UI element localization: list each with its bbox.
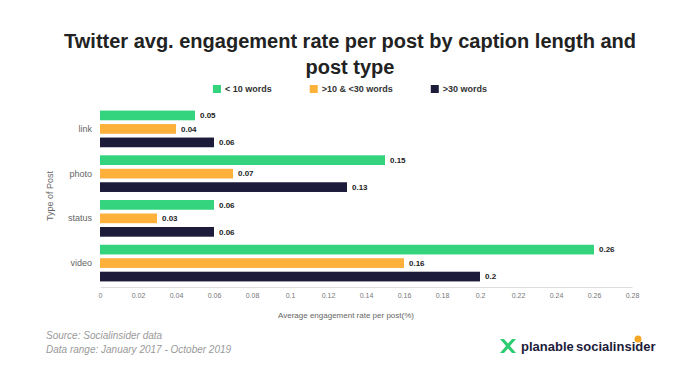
x-tick-label: 0.04: [170, 292, 184, 299]
x-tick: 0.14: [360, 287, 374, 299]
legend: < 10 words >10 & <30 words >30 words: [213, 84, 487, 94]
x-tick: 0.22: [512, 287, 526, 299]
y-tick: status: [68, 213, 93, 223]
x-tick: 0.24: [550, 287, 564, 299]
x-tick-label: 0.22: [512, 292, 526, 299]
data-label: 0.07: [238, 169, 254, 178]
y-tick-label: link: [78, 124, 92, 134]
planable-logo: planable: [500, 339, 574, 354]
data-label: 0.04: [181, 125, 197, 134]
legend-item: < 10 words: [213, 84, 272, 94]
x-tick-label: 0.12: [322, 292, 336, 299]
bars: [100, 111, 594, 282]
socialinsider-icon: [635, 336, 642, 343]
y-tick-label: status: [68, 213, 93, 223]
bar: [100, 182, 347, 192]
data-label: 0.03: [162, 214, 178, 223]
legend-item: >10 & <30 words: [310, 84, 393, 94]
data-label: 0.13: [352, 183, 368, 192]
x-tick-label: 0.08: [246, 292, 260, 299]
legend-item: >30 words: [431, 84, 487, 94]
x-tick: 0.2: [476, 287, 486, 299]
x-axis-line: [101, 287, 633, 288]
data-label: 0.06: [219, 201, 235, 210]
x-tick-label: 0.28: [626, 292, 640, 299]
x-tick: 0.12: [322, 287, 336, 299]
chart: Twitter avg. engagement rate per post by…: [0, 0, 700, 382]
legend-label: >10 & <30 words: [322, 84, 393, 94]
title-line: Twitter avg. engagement rate per post by…: [64, 30, 636, 52]
y-axis-title: Type of Post: [45, 170, 55, 221]
socialinsider-text: socialinsider: [576, 339, 655, 354]
x-tick: 0.04: [170, 287, 184, 299]
bar: [100, 227, 214, 237]
data-label: 0.15: [390, 156, 406, 165]
data-range-note: Data range: January 2017 - October 2019: [46, 344, 232, 355]
x-axis-title: Average engagement rate per post(%): [278, 311, 414, 320]
title-line: post type: [306, 56, 395, 78]
x-tick: 0.08: [246, 287, 260, 299]
bar: [100, 124, 176, 134]
data-labels: 0.05 0.15 0.06 0.26 0.04 0.07 0.03 0.16 0.06 0.13…: [162, 111, 615, 281]
planable-icon: [500, 339, 516, 353]
legend-swatch: [310, 85, 318, 93]
y-tick: video: [70, 258, 92, 268]
x-tick-label: 0.02: [132, 292, 146, 299]
socialinsider-logo: socialinsider: [576, 336, 655, 355]
x-tick-label: 0.16: [398, 292, 412, 299]
data-label: 0.06: [219, 138, 235, 147]
x-tick: 0.06: [208, 287, 222, 299]
x-tick: 0.16: [398, 287, 412, 299]
bar: [100, 200, 214, 210]
legend-label: >30 words: [443, 84, 487, 94]
y-tick-label: photo: [69, 169, 92, 179]
legend-swatch: [431, 85, 439, 93]
x-tick-label: 0.14: [360, 292, 374, 299]
y-tick: photo: [69, 169, 92, 179]
data-label: 0.16: [409, 259, 425, 268]
x-tick-label: 0.18: [436, 292, 450, 299]
bar: [100, 272, 480, 282]
y-axis: link photo status video: [68, 124, 93, 268]
x-tick-label: 0: [99, 292, 103, 299]
x-tick: 0.18: [436, 287, 450, 299]
data-label: 0.06: [219, 228, 235, 237]
x-tick: 0.1: [286, 287, 296, 299]
legend-label: < 10 words: [225, 84, 272, 94]
bar: [100, 214, 157, 224]
x-tick: 0.28: [626, 287, 640, 299]
x-tick-label: 0.1: [286, 292, 296, 299]
x-tick-label: 0.06: [208, 292, 222, 299]
bar: [100, 138, 214, 148]
data-label: 0.05: [200, 111, 216, 120]
title: Twitter avg. engagement rate per post by…: [64, 30, 636, 78]
data-label: 0.26: [599, 245, 615, 254]
x-tick-label: 0.24: [550, 292, 564, 299]
bar: [100, 155, 385, 165]
source-note: Source: Socialinsider data: [46, 330, 163, 341]
bar: [100, 258, 404, 268]
x-tick-label: 0.26: [588, 292, 602, 299]
data-label: 0.2: [485, 272, 497, 281]
x-tick-label: 0.2: [476, 292, 486, 299]
bar: [100, 169, 233, 179]
bar: [100, 111, 195, 121]
x-tick: 0: [99, 287, 103, 299]
bar: [100, 245, 594, 255]
y-tick-label: video: [70, 258, 92, 268]
y-tick: link: [78, 124, 92, 134]
x-tick: 0.02: [132, 287, 146, 299]
planable-text: planable: [521, 339, 574, 354]
x-axis: 0 0.02 0.04 0.06 0.08 0.1 0.12 0.14 0.16 0.18 0.2 0…: [99, 287, 640, 299]
legend-swatch: [213, 85, 221, 93]
x-tick: 0.26: [588, 287, 602, 299]
